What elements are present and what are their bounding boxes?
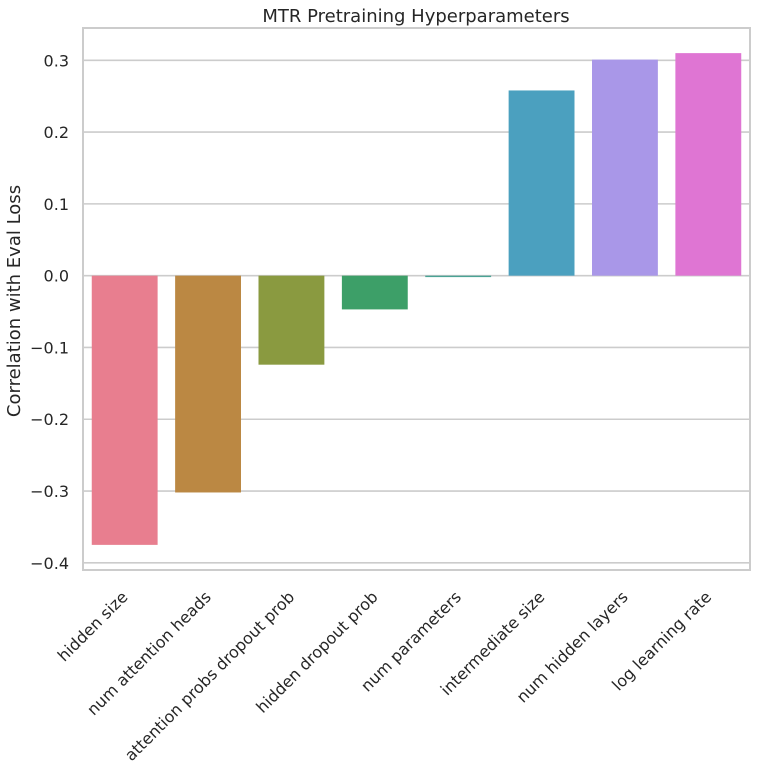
x-tick-label: attention probs dropout prob	[121, 587, 298, 764]
y-axis-label: Correlation with Eval Loss	[4, 185, 25, 417]
bars	[91, 53, 742, 545]
plot-frame	[82, 27, 751, 571]
bar	[258, 275, 325, 365]
y-tick-label: −0.1	[30, 338, 69, 357]
y-tick-labels: −0.4 −0.3 −0.2 −0.1 0.0 0.1 0.2 0.3	[30, 51, 69, 573]
y-tick-label: −0.3	[30, 482, 69, 501]
bar	[508, 90, 575, 276]
bar	[341, 275, 408, 310]
bar	[91, 275, 158, 545]
y-tick-label: 0.3	[44, 51, 69, 70]
chart-title: MTR Pretraining Hyperparameters	[262, 6, 569, 27]
bar	[675, 53, 742, 276]
bar	[175, 275, 241, 493]
y-tick-label: −0.2	[30, 410, 69, 429]
plot-border	[82, 27, 751, 571]
bar	[592, 59, 658, 276]
y-tick-label: 0.2	[44, 123, 69, 142]
y-tick-label: −0.4	[30, 554, 69, 573]
y-tick-label: 0.1	[44, 195, 69, 214]
y-tick-label: 0.0	[44, 267, 69, 286]
bar	[425, 275, 492, 278]
x-tick-label: hidden size	[54, 587, 132, 665]
